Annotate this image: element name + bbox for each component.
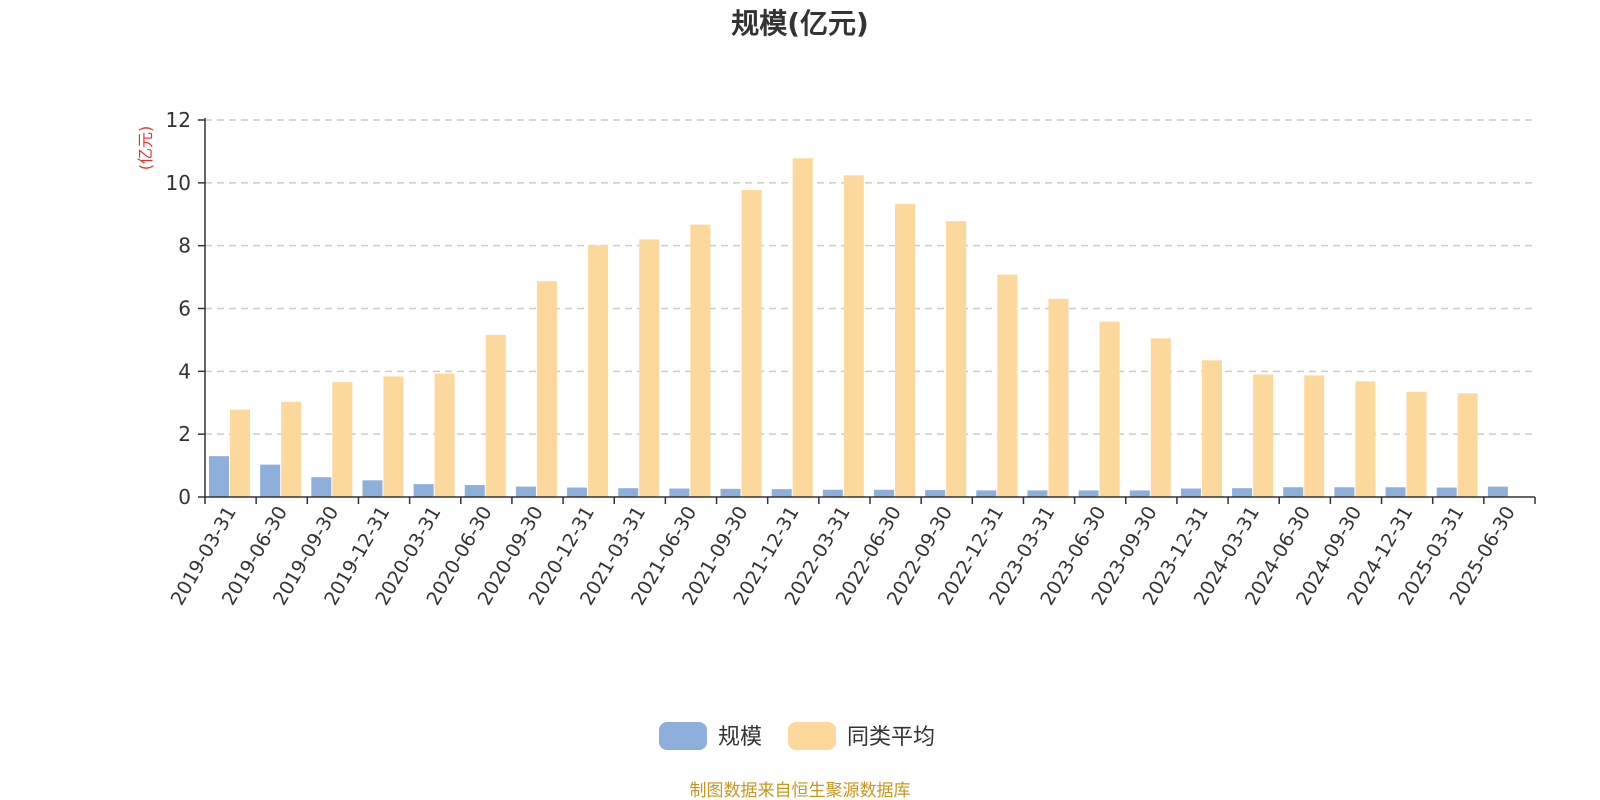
- legend-item-scale[interactable]: 规模: [659, 722, 762, 750]
- legend-swatch: [788, 722, 836, 750]
- data-source-note: 制图数据来自恒生聚源数据库: [690, 781, 911, 800]
- bar-peer-average[interactable]: [1201, 360, 1222, 497]
- bar-scale[interactable]: [1027, 490, 1048, 497]
- bar-peer-average[interactable]: [843, 175, 864, 497]
- legend-item-peer-average[interactable]: 同类平均: [788, 722, 935, 750]
- bar-peer-average[interactable]: [434, 373, 455, 497]
- bar-peer-average[interactable]: [1355, 381, 1376, 497]
- legend-label: 规模: [718, 725, 762, 750]
- bar-scale[interactable]: [720, 488, 741, 497]
- y-tick-label: 10: [166, 171, 191, 195]
- bar-scale[interactable]: [1436, 487, 1457, 497]
- bar-peer-average[interactable]: [997, 274, 1018, 497]
- bar-peer-average[interactable]: [332, 382, 353, 497]
- legend[interactable]: 规模 同类平均: [659, 722, 935, 750]
- bar-scale[interactable]: [1487, 486, 1508, 497]
- bar-peer-average[interactable]: [230, 409, 250, 497]
- bar-peer-average[interactable]: [1048, 298, 1069, 497]
- y-tick-label: 6: [178, 297, 191, 321]
- bar-scale[interactable]: [209, 456, 229, 497]
- bar-peer-average[interactable]: [1253, 374, 1274, 497]
- bar-scale[interactable]: [464, 485, 485, 497]
- bar-scale[interactable]: [311, 477, 332, 497]
- bar-scale[interactable]: [1334, 487, 1355, 497]
- bar-peer-average[interactable]: [792, 158, 813, 497]
- bar-scale[interactable]: [413, 484, 434, 497]
- bar-scale[interactable]: [976, 490, 997, 497]
- bar-peer-average[interactable]: [1457, 393, 1478, 497]
- bar-scale[interactable]: [515, 486, 536, 497]
- bar-scale[interactable]: [669, 488, 690, 497]
- grid-lines: [205, 119, 1535, 435]
- bar-scale[interactable]: [362, 480, 383, 497]
- bars-layer: [209, 158, 1508, 497]
- bar-scale[interactable]: [1283, 487, 1304, 497]
- bar-peer-average[interactable]: [639, 239, 660, 497]
- bar-peer-average[interactable]: [1406, 391, 1427, 497]
- bar-peer-average[interactable]: [485, 334, 506, 497]
- y-tick-label: 4: [178, 359, 191, 383]
- bar-peer-average[interactable]: [383, 376, 404, 497]
- bar-peer-average[interactable]: [1304, 375, 1325, 497]
- bar-scale[interactable]: [618, 488, 639, 497]
- chart-title: 规模(亿元): [731, 7, 869, 40]
- legend-swatch: [659, 722, 707, 750]
- bar-scale[interactable]: [1232, 488, 1253, 497]
- bar-scale[interactable]: [925, 490, 946, 497]
- bar-peer-average[interactable]: [1099, 321, 1120, 497]
- bar-scale[interactable]: [874, 489, 894, 497]
- bar-scale[interactable]: [822, 489, 843, 497]
- bar-peer-average[interactable]: [281, 401, 302, 497]
- bar-peer-average[interactable]: [946, 221, 967, 497]
- bar-scale[interactable]: [567, 487, 588, 497]
- bar-peer-average[interactable]: [690, 224, 711, 497]
- bar-scale[interactable]: [1129, 490, 1150, 497]
- bar-peer-average[interactable]: [588, 245, 609, 497]
- y-tick-label: 2: [178, 422, 191, 446]
- bar-peer-average[interactable]: [895, 203, 915, 497]
- bar-scale[interactable]: [1078, 490, 1099, 497]
- y-tick-label: 0: [178, 485, 191, 509]
- bar-scale[interactable]: [771, 489, 792, 497]
- bar-scale[interactable]: [1180, 488, 1201, 497]
- bar-peer-average[interactable]: [1150, 338, 1171, 497]
- y-axis-unit-label: (亿元): [136, 126, 155, 171]
- bar-scale[interactable]: [1385, 487, 1406, 497]
- bar-peer-average[interactable]: [741, 190, 762, 497]
- bar-scale[interactable]: [260, 464, 281, 497]
- y-tick-label: 8: [178, 234, 191, 258]
- y-tick-label: 12: [166, 108, 191, 132]
- bar-peer-average[interactable]: [536, 281, 557, 497]
- legend-label: 同类平均: [847, 725, 935, 750]
